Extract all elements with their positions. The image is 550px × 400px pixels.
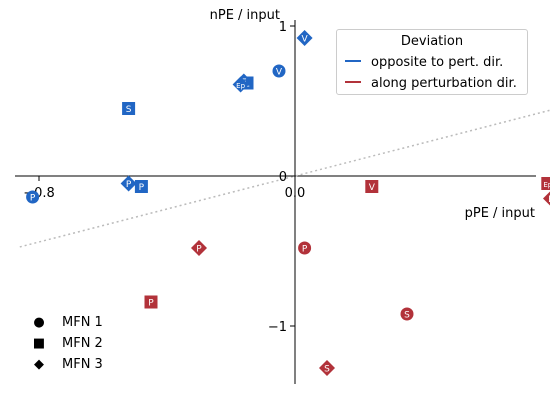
diagonal-reference-line — [19, 109, 550, 248]
y-tick-label: 1 — [279, 20, 287, 35]
data-point-label: P — [126, 180, 132, 190]
diamond-marker-icon: ◆ — [34, 357, 44, 372]
y-tick-label: −1 — [268, 320, 287, 335]
marker-legend-mfn2: ■ MFN 2 — [32, 336, 103, 351]
data-point-circle-along — [400, 307, 414, 321]
data-point-diamond-along — [319, 360, 335, 376]
data-point-circle-along — [298, 241, 312, 255]
marker-legend-label: MFN 2 — [62, 336, 103, 351]
data-point-diamond-opposite — [120, 175, 137, 192]
data-point-diamond-along — [543, 191, 550, 206]
data-point-label: P — [139, 183, 145, 193]
data-point-label: V — [369, 183, 376, 193]
data-point-label: P — [30, 194, 36, 204]
data-point-label: P — [148, 299, 154, 309]
data-point-label: S — [324, 365, 330, 375]
data-point-diamond-along — [191, 240, 207, 256]
data-point-label: V — [302, 35, 309, 45]
circle-marker-icon: ● — [33, 315, 45, 330]
legend-swatch-opposite — [345, 59, 361, 62]
data-point-circle-opposite — [26, 190, 40, 204]
square-marker-icon: ■ — [32, 336, 46, 351]
legend-entry-opposite: opposite to pert. dir. — [345, 55, 503, 70]
data-point-label: Ep — [236, 82, 245, 90]
y-tick-label: 0 — [279, 170, 287, 185]
legend-label-along: along perturbation dir. — [371, 76, 517, 91]
data-point-label: V — [276, 68, 283, 78]
x-tick-label: 0.0 — [285, 186, 306, 201]
data-point-label: P — [196, 245, 202, 255]
legend-entry-along: along perturbation dir. — [345, 76, 517, 91]
data-point-label: S — [126, 105, 132, 115]
data-point-square-opposite — [134, 180, 148, 193]
data-point-label: P — [302, 245, 308, 255]
data-point-square-opposite — [122, 102, 136, 115]
marker-legend-mfn3: ◆ MFN 3 — [32, 357, 103, 372]
data-point-label: S — [404, 311, 410, 321]
deviation-legend: Deviation opposite to pert. dir. along p… — [336, 29, 528, 95]
legend-swatch-along — [345, 80, 361, 83]
marker-legend-mfn1: ● MFN 1 — [32, 315, 103, 330]
marker-legend-label: MFN 3 — [62, 357, 103, 372]
data-point-diamond-opposite — [296, 30, 313, 46]
data-point-circle-opposite — [272, 64, 286, 78]
legend-label-opposite: opposite to pert. dir. — [371, 55, 504, 70]
data-point-label: E — [548, 195, 550, 205]
data-point-label: Ep — [543, 181, 550, 189]
data-point-diamond-opposite — [232, 76, 249, 93]
data-point-square-along — [144, 295, 158, 309]
y-axis-label: nPE / input — [210, 8, 280, 23]
data-point-square-along — [541, 177, 550, 190]
marker-legend-label: MFN 1 — [62, 315, 103, 330]
data-point-square-along — [365, 180, 379, 193]
legend-title: Deviation — [400, 34, 464, 49]
x-axis-label: pPE / input — [465, 206, 535, 221]
